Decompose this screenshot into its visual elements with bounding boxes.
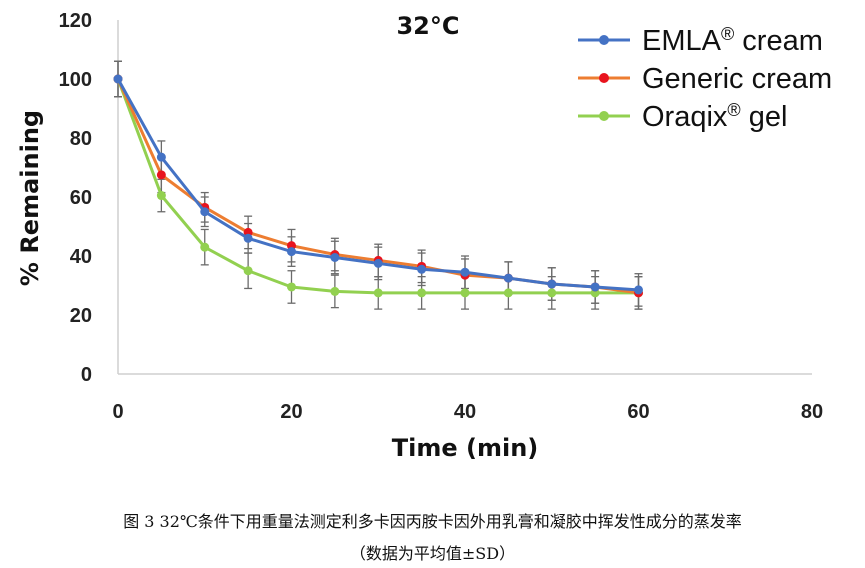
figure-caption: 图 3 32℃条件下用重量法测定利多卡因丙胺卡因外用乳膏和凝胶中挥发性成分的蒸发… bbox=[123, 512, 742, 531]
data-point bbox=[417, 288, 427, 298]
data-point bbox=[373, 258, 383, 268]
legend-swatch-marker bbox=[599, 73, 609, 83]
data-point bbox=[503, 273, 513, 283]
y-tick-label: 40 bbox=[70, 246, 92, 268]
figure-caption-note: （数据为平均值±SD） bbox=[349, 544, 516, 563]
data-point bbox=[200, 207, 210, 217]
x-axis-title: Time (min) bbox=[392, 434, 539, 462]
legend-swatch-marker bbox=[599, 35, 609, 45]
x-tick-label: 60 bbox=[627, 401, 649, 423]
data-point bbox=[634, 285, 643, 295]
data-point bbox=[156, 191, 166, 201]
legend: EMLA® cream Generic cream Oraqix® gel bbox=[578, 24, 832, 133]
legend-entry: EMLA® cream bbox=[578, 24, 823, 57]
legend-label: Generic cream bbox=[642, 63, 832, 95]
x-tick-label: 80 bbox=[801, 401, 823, 423]
data-point bbox=[156, 170, 166, 180]
data-point bbox=[156, 152, 166, 162]
y-tick-label: 80 bbox=[70, 128, 92, 150]
data-point bbox=[243, 266, 253, 276]
y-tick-label: 120 bbox=[59, 10, 92, 32]
data-point bbox=[460, 288, 470, 298]
legend-label: EMLA® cream bbox=[642, 24, 823, 57]
y-axis-title: % Remaining bbox=[16, 110, 44, 286]
y-tick-labels: 0 20 40 60 80 100 120 bbox=[59, 10, 92, 386]
x-tick-label: 0 bbox=[112, 401, 123, 423]
x-tick-labels: 0 20 40 60 80 bbox=[112, 401, 823, 423]
data-point bbox=[547, 288, 557, 298]
legend-label: Oraqix® gel bbox=[642, 100, 787, 133]
series bbox=[113, 74, 643, 295]
y-tick-label: 60 bbox=[70, 187, 92, 209]
data-point bbox=[547, 279, 557, 289]
data-point bbox=[200, 242, 210, 252]
data-point bbox=[417, 264, 427, 274]
y-tick-label: 0 bbox=[81, 364, 92, 386]
legend-entry: Oraqix® gel bbox=[578, 100, 787, 133]
data-point bbox=[590, 282, 600, 292]
legend-entry: Generic cream bbox=[578, 63, 832, 95]
data-point bbox=[503, 288, 513, 298]
evaporation-chart: 0 20 40 60 80 100 120 0 20 40 60 80 32°C Time (min… bbox=[16, 10, 832, 462]
data-point bbox=[287, 247, 296, 257]
data-point bbox=[113, 74, 123, 84]
y-tick-label: 100 bbox=[59, 69, 92, 91]
data-point bbox=[330, 252, 340, 262]
data-point bbox=[287, 282, 296, 292]
series-layer bbox=[113, 60, 643, 310]
data-point bbox=[460, 267, 470, 277]
y-tick-label: 20 bbox=[70, 305, 92, 327]
data-point bbox=[243, 233, 253, 243]
data-point bbox=[373, 288, 383, 298]
x-tick-label: 20 bbox=[280, 401, 302, 423]
error-bars bbox=[114, 60, 643, 307]
legend-swatch-marker bbox=[599, 111, 609, 121]
data-point bbox=[330, 286, 340, 296]
x-tick-label: 40 bbox=[454, 401, 476, 423]
temperature-annotation: 32°C bbox=[396, 12, 459, 40]
